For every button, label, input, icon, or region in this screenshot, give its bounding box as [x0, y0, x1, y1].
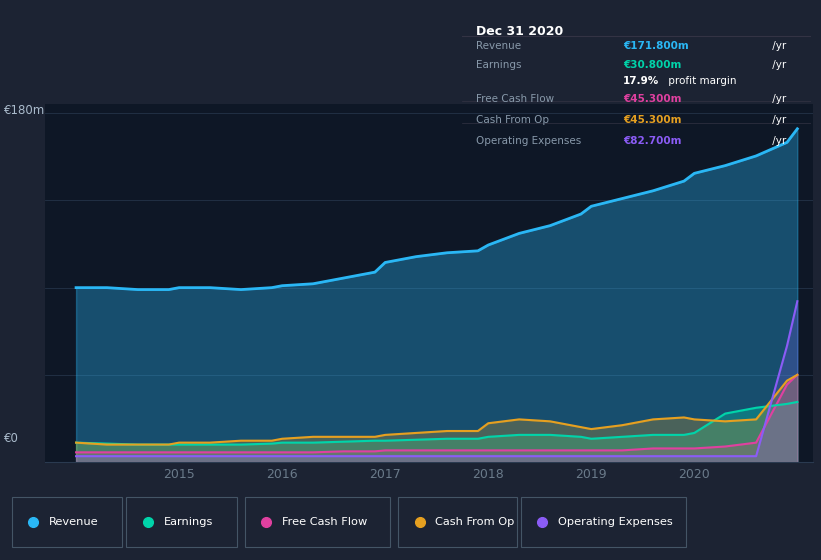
FancyBboxPatch shape — [398, 497, 516, 547]
FancyBboxPatch shape — [12, 497, 122, 547]
Text: €0: €0 — [4, 432, 19, 445]
Text: €45.300m: €45.300m — [623, 94, 681, 104]
Text: Free Cash Flow: Free Cash Flow — [282, 517, 367, 527]
Text: €171.800m: €171.800m — [623, 41, 689, 51]
Text: Earnings: Earnings — [476, 60, 521, 70]
Text: /yr: /yr — [769, 136, 787, 146]
FancyBboxPatch shape — [521, 497, 686, 547]
Text: Free Cash Flow: Free Cash Flow — [476, 94, 554, 104]
Text: Revenue: Revenue — [49, 517, 99, 527]
Text: /yr: /yr — [769, 41, 787, 51]
Text: 17.9%: 17.9% — [623, 77, 659, 86]
Text: €45.300m: €45.300m — [623, 115, 681, 125]
Text: €30.800m: €30.800m — [623, 60, 681, 70]
Text: /yr: /yr — [769, 115, 787, 125]
Text: €82.700m: €82.700m — [623, 136, 681, 146]
Text: Operating Expenses: Operating Expenses — [476, 136, 581, 146]
Text: /yr: /yr — [769, 60, 787, 70]
FancyBboxPatch shape — [126, 497, 236, 547]
Text: Cash From Op: Cash From Op — [476, 115, 549, 125]
Text: Revenue: Revenue — [476, 41, 521, 51]
Text: profit margin: profit margin — [665, 77, 736, 86]
FancyBboxPatch shape — [245, 497, 391, 547]
Text: €180m: €180m — [4, 104, 45, 116]
Text: Cash From Op: Cash From Op — [435, 517, 515, 527]
Text: Earnings: Earnings — [163, 517, 213, 527]
Text: Dec 31 2020: Dec 31 2020 — [476, 25, 563, 38]
Text: Operating Expenses: Operating Expenses — [557, 517, 672, 527]
Text: /yr: /yr — [769, 94, 787, 104]
